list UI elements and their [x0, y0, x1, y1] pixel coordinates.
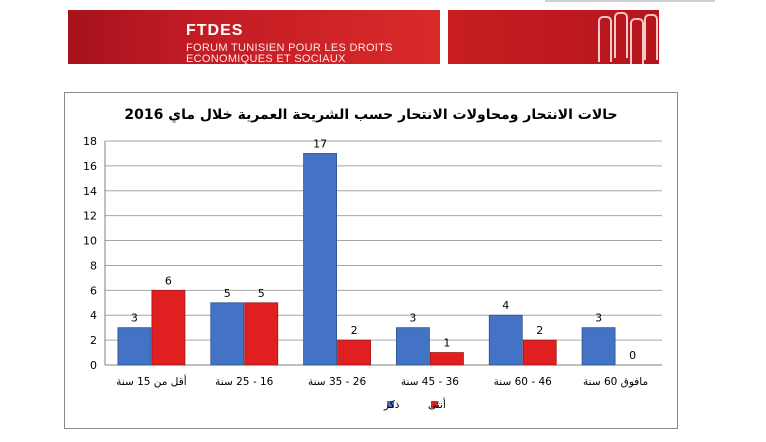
y-tick-label: 8 [90, 259, 97, 272]
chart-title: حالات الانتحار ومحاولات الانتحار حسب الش… [124, 107, 617, 124]
bar [210, 302, 245, 366]
data-label: 1 [443, 337, 450, 350]
data-label: 2 [351, 324, 358, 337]
bar [244, 302, 279, 366]
data-label: 2 [536, 324, 543, 337]
logo-text-block: FTDES FORUM TUNISIEN POUR LES DROITS ECO… [186, 22, 440, 94]
y-tick-label: 12 [83, 210, 97, 223]
y-tick-label: 0 [90, 359, 97, 372]
fist-icon [598, 16, 612, 62]
x-tick-label: 46 - 60 سنة [494, 376, 552, 388]
fist-icon [614, 12, 628, 58]
x-tick-label: أقل من 15 سنة [116, 374, 187, 388]
bar [396, 327, 430, 366]
bar [337, 339, 371, 366]
bar [303, 153, 337, 366]
bar [581, 327, 616, 366]
raised-fists-banner [448, 10, 659, 64]
fist-icon [630, 18, 644, 64]
bar [488, 314, 523, 366]
data-label: 0 [629, 349, 636, 362]
chart-frame: حالات الانتحار ومحاولات الانتحار حسب الش… [64, 92, 678, 429]
bar [117, 327, 152, 366]
y-tick-label: 18 [83, 135, 97, 148]
logo-name: FORUM TUNISIEN POUR LES DROITS ECONOMIQU… [186, 42, 393, 65]
legend-label: ذكر [383, 399, 400, 411]
legend-label: أنثى [428, 397, 446, 411]
data-label: 5 [258, 287, 265, 300]
x-tick-label: 26 - 35 سنة [308, 376, 366, 388]
top-divider-line [545, 0, 715, 2]
legend-swatch [387, 401, 394, 408]
data-label: 3 [409, 312, 416, 325]
legend-swatch [431, 401, 438, 408]
data-label: 4 [502, 299, 509, 312]
data-label: 6 [165, 274, 172, 287]
data-label: 5 [224, 287, 231, 300]
y-tick-label: 6 [90, 284, 97, 297]
data-label: 17 [313, 137, 327, 150]
x-tick-label: 36 - 45 سنة [401, 376, 459, 388]
bar [151, 289, 186, 366]
data-label: 3 [131, 312, 138, 325]
y-tick-label: 2 [90, 334, 97, 347]
y-tick-label: 16 [83, 160, 97, 173]
bar-chart: حالات الانتحار ومحاولات الانتحار حسب الش… [83, 107, 662, 411]
y-tick-label: 4 [90, 309, 97, 322]
logo-arabic-name: المنتدى التونسي للحقوق الاقتصادية و الاج… [240, 66, 440, 94]
x-tick-label: مافوق 60 سنة [583, 376, 648, 388]
bar [522, 339, 557, 366]
fist-icon [644, 14, 658, 60]
y-tick-label: 10 [83, 235, 97, 248]
logo-acronym: FTDES [186, 22, 244, 39]
data-label: 3 [595, 312, 602, 325]
y-tick-label: 14 [83, 185, 97, 198]
ftdes-logo-banner: FTDES FORUM TUNISIEN POUR LES DROITS ECO… [68, 10, 440, 93]
bar [430, 352, 464, 366]
x-tick-label: 16 - 25 سنة [215, 376, 273, 388]
